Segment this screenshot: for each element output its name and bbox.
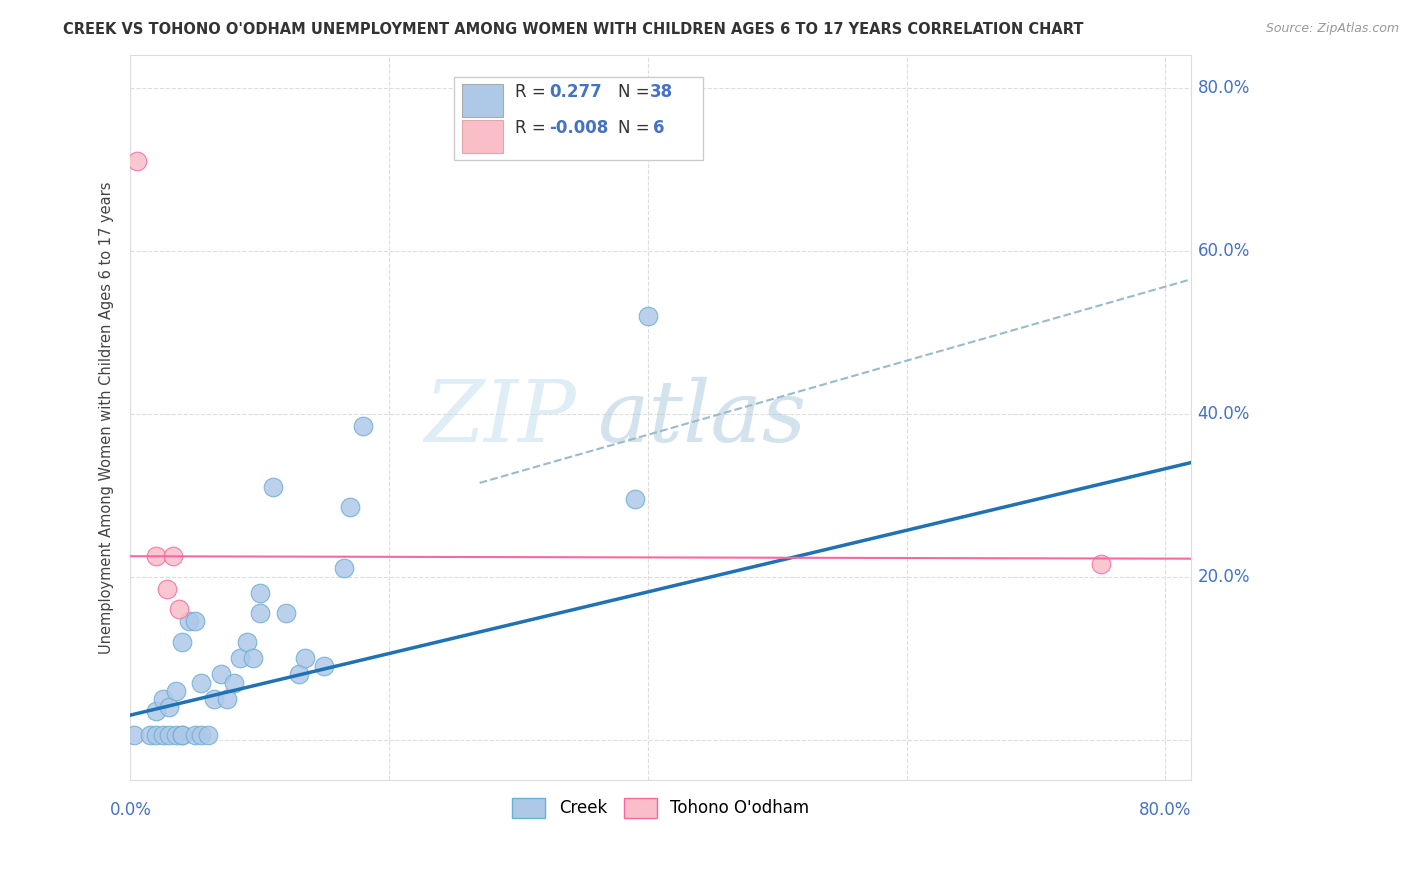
Point xyxy=(152,691,174,706)
FancyBboxPatch shape xyxy=(463,120,503,153)
Text: -0.008: -0.008 xyxy=(550,120,609,137)
Point xyxy=(222,675,245,690)
Point xyxy=(229,651,252,665)
Point xyxy=(172,634,194,648)
Text: 60.0%: 60.0% xyxy=(1198,242,1250,260)
Text: CREEK VS TOHONO O'ODHAM UNEMPLOYMENT AMONG WOMEN WITH CHILDREN AGES 6 TO 17 YEAR: CREEK VS TOHONO O'ODHAM UNEMPLOYMENT AMO… xyxy=(63,22,1084,37)
Point xyxy=(190,675,212,690)
Point xyxy=(249,586,271,600)
Text: N =: N = xyxy=(619,120,650,137)
Text: 0.277: 0.277 xyxy=(550,83,602,101)
Y-axis label: Unemployment Among Women with Children Ages 6 to 17 years: Unemployment Among Women with Children A… xyxy=(100,181,114,654)
Point xyxy=(197,729,219,743)
Point xyxy=(190,729,212,743)
Point xyxy=(1090,558,1112,572)
Text: R =: R = xyxy=(516,83,546,101)
FancyBboxPatch shape xyxy=(454,77,703,161)
Text: N =: N = xyxy=(619,83,650,101)
Point xyxy=(217,691,239,706)
Point xyxy=(314,659,336,673)
Text: 6: 6 xyxy=(654,120,665,137)
Text: 40.0%: 40.0% xyxy=(1198,405,1250,423)
Point xyxy=(339,500,361,515)
Point xyxy=(204,691,226,706)
Point xyxy=(152,729,174,743)
Text: 0.0%: 0.0% xyxy=(110,801,152,819)
Point xyxy=(249,607,271,621)
Point xyxy=(145,549,167,564)
Legend: Creek, Tohono O'odham: Creek, Tohono O'odham xyxy=(503,789,818,826)
Point xyxy=(122,729,145,743)
Point xyxy=(262,480,284,494)
Point xyxy=(352,418,374,433)
Point xyxy=(172,729,194,743)
FancyBboxPatch shape xyxy=(463,84,503,117)
Point xyxy=(145,704,167,718)
Point xyxy=(139,729,162,743)
Point xyxy=(209,667,232,681)
Point xyxy=(287,667,309,681)
Point xyxy=(294,651,316,665)
Point xyxy=(172,729,194,743)
Text: 80.0%: 80.0% xyxy=(1139,801,1191,819)
Text: 80.0%: 80.0% xyxy=(1198,78,1250,96)
Text: atlas: atlas xyxy=(598,376,806,459)
Point xyxy=(624,492,647,507)
Point xyxy=(274,607,297,621)
Point xyxy=(242,651,264,665)
Text: Source: ZipAtlas.com: Source: ZipAtlas.com xyxy=(1265,22,1399,36)
Point xyxy=(637,309,659,323)
Text: 20.0%: 20.0% xyxy=(1198,567,1250,586)
Point xyxy=(169,602,191,616)
Point xyxy=(157,729,180,743)
Point xyxy=(184,729,207,743)
Point xyxy=(157,700,180,714)
Text: 38: 38 xyxy=(650,83,673,101)
Point xyxy=(184,615,207,629)
Point xyxy=(125,154,148,169)
Point xyxy=(165,729,187,743)
Point xyxy=(236,634,259,648)
Point xyxy=(155,582,177,596)
Point xyxy=(145,729,167,743)
Point xyxy=(177,615,200,629)
Point xyxy=(162,549,184,564)
Point xyxy=(165,683,187,698)
Text: R =: R = xyxy=(516,120,546,137)
Text: ZIP: ZIP xyxy=(425,376,576,459)
Point xyxy=(333,561,356,575)
